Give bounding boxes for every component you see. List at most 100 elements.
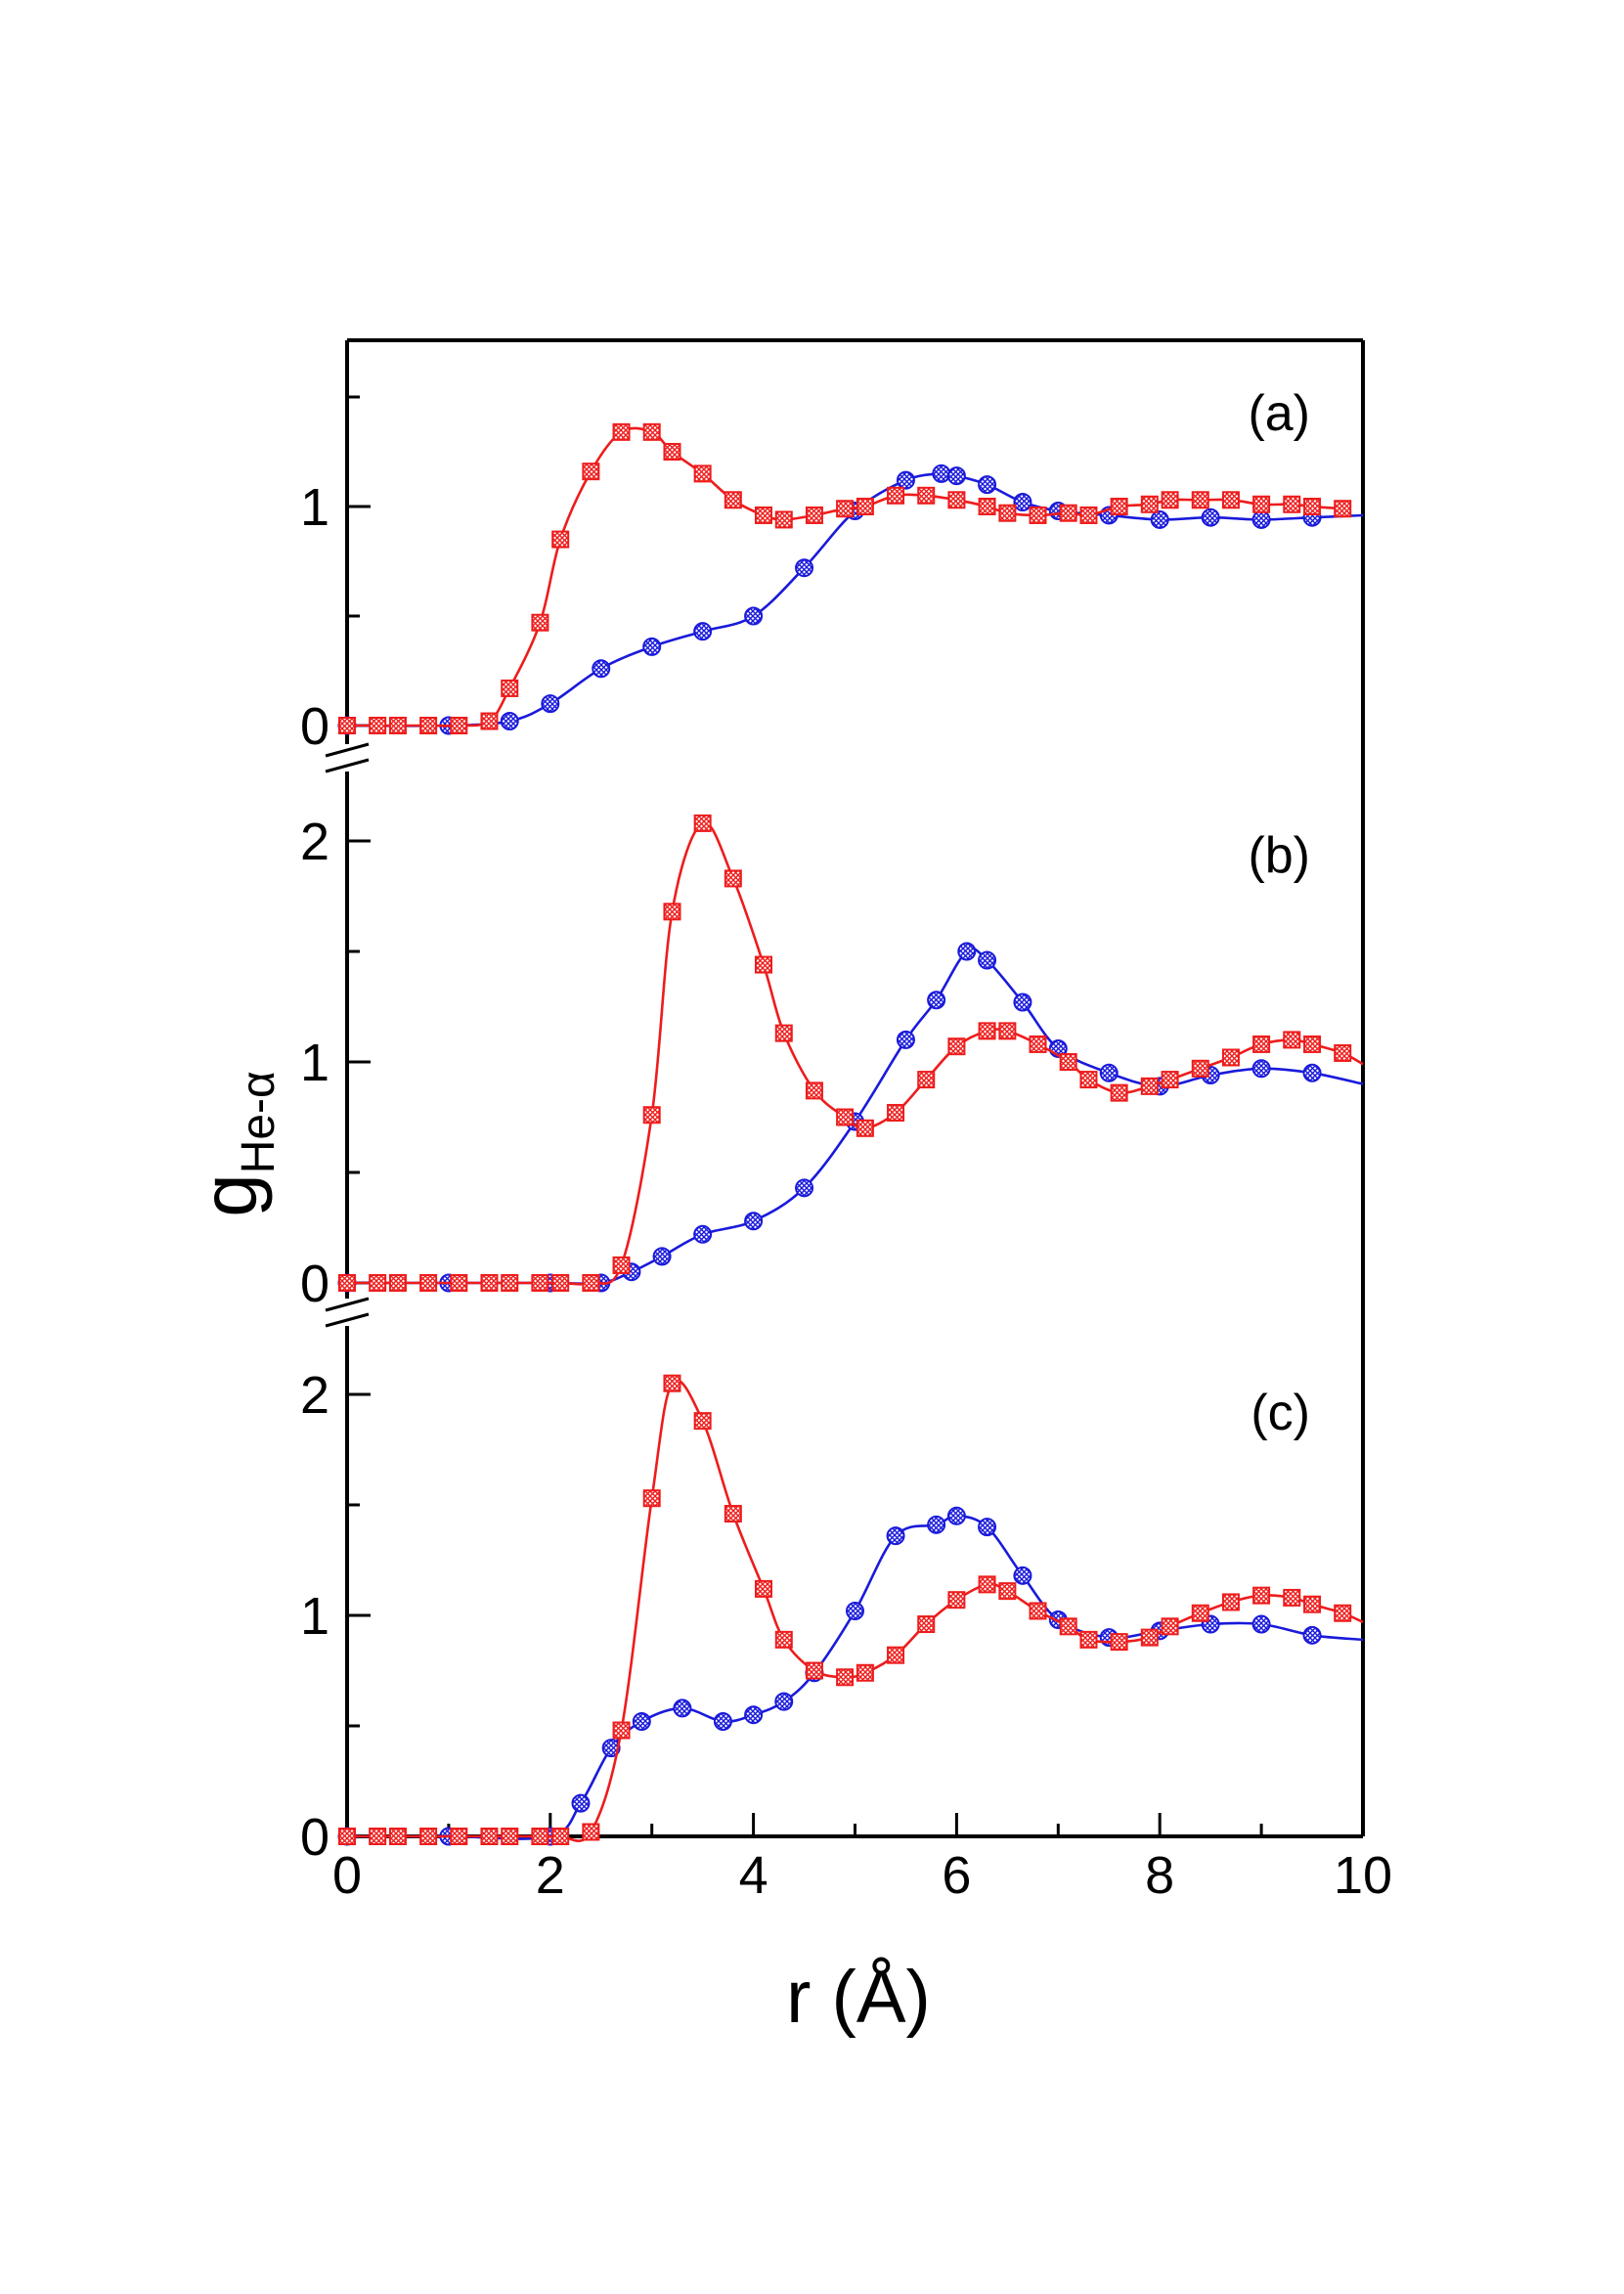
data-point (1140, 495, 1159, 513)
data-point (480, 1274, 499, 1292)
panel-label: (a) (1248, 385, 1310, 442)
data-point (388, 1274, 407, 1292)
data-point (978, 1575, 996, 1594)
data-point (754, 506, 772, 524)
data-point (663, 903, 681, 921)
red-series (338, 1374, 1364, 1845)
series-line (347, 1379, 1364, 1842)
data-point (724, 869, 742, 888)
data-point (1302, 1625, 1322, 1645)
data-point (1252, 1586, 1271, 1605)
data-point (1251, 1059, 1271, 1079)
data-point (896, 470, 915, 490)
data-point (724, 491, 742, 509)
data-point (1303, 1035, 1322, 1053)
data-point (946, 466, 966, 486)
data-point (886, 1526, 905, 1546)
data-point (1334, 1604, 1352, 1622)
axis-break-mark (325, 742, 370, 758)
data-point (978, 950, 997, 970)
data-point (774, 1630, 793, 1649)
data-point (805, 1661, 823, 1680)
y-tick-label: 0 (300, 697, 329, 756)
data-point (896, 1030, 915, 1049)
data-point (1150, 509, 1169, 529)
data-point (1161, 491, 1179, 509)
data-point (1059, 504, 1077, 522)
data-point (480, 1828, 499, 1845)
data-point (369, 717, 387, 734)
x-tick-label: 8 (1145, 1846, 1174, 1905)
data-point (419, 1828, 438, 1845)
x-tick-label: 4 (739, 1846, 768, 1905)
x-tick-label: 10 (1334, 1846, 1392, 1905)
data-point (946, 1506, 966, 1525)
x-tick-label: 2 (536, 1846, 565, 1905)
data-point (947, 491, 966, 509)
data-point (1029, 1035, 1047, 1053)
y-axis-title-main: g (186, 1173, 273, 1217)
data-point (642, 1106, 661, 1125)
data-point (642, 637, 662, 656)
data-point (1161, 1071, 1179, 1089)
y-tick-label: 1 (300, 1034, 329, 1092)
data-point (551, 1274, 570, 1292)
data-point (927, 991, 946, 1010)
data-point (724, 1505, 742, 1523)
axis-break-mark (325, 1297, 370, 1312)
data-point (1029, 1602, 1047, 1620)
data-point (1283, 1031, 1301, 1049)
plot-area: 0 2 4 6 8 10 0 1 (a) 0 1 2 (b) 0 1 2 (c) (300, 338, 1392, 1905)
data-point (1334, 500, 1352, 518)
data-point (582, 1274, 600, 1292)
data-point (501, 1828, 519, 1845)
data-point (338, 1274, 356, 1292)
data-point (856, 1119, 874, 1137)
data-point (369, 1274, 387, 1292)
data-point (693, 1224, 713, 1244)
data-point (774, 1692, 794, 1711)
data-point (369, 1828, 387, 1845)
data-point (1221, 491, 1240, 509)
data-point (551, 530, 570, 549)
panel-c: 0 1 2 (c) (300, 1366, 1364, 1867)
data-point (1079, 506, 1098, 524)
data-point (978, 1022, 996, 1040)
data-point (1099, 1063, 1119, 1082)
y-tick-label: 1 (300, 1587, 329, 1646)
data-point (754, 1579, 772, 1598)
data-point (1221, 1593, 1240, 1611)
data-point (917, 1615, 936, 1634)
data-point (887, 486, 905, 505)
data-point (601, 1739, 621, 1758)
data-point (1161, 1617, 1179, 1636)
data-point (917, 486, 936, 505)
data-point (1140, 1077, 1159, 1095)
data-point (1302, 1063, 1322, 1082)
panel-b: 0 1 2 (b) (300, 813, 1364, 1313)
data-point (836, 500, 855, 518)
data-point (693, 622, 713, 641)
axis-break-mark (325, 1312, 370, 1328)
axis-break-gap (326, 744, 369, 772)
data-point (592, 659, 611, 679)
data-point (419, 717, 438, 734)
data-point (1334, 1043, 1352, 1062)
data-point (932, 463, 951, 483)
red-series (338, 422, 1352, 734)
data-point (1303, 1595, 1322, 1613)
data-point (1191, 491, 1209, 509)
axis-break-gap (326, 1299, 369, 1326)
data-point (652, 1247, 672, 1266)
data-point (1110, 1083, 1128, 1102)
y-tick-label: 1 (300, 478, 329, 537)
y-axis-title-subscript: He-α (233, 1071, 285, 1173)
data-point (338, 717, 356, 734)
data-point (795, 558, 814, 578)
data-point (673, 1698, 692, 1718)
data-point (500, 712, 519, 731)
data-point (450, 717, 468, 734)
data-point (642, 422, 661, 441)
data-point (1110, 498, 1128, 515)
data-point (805, 1081, 823, 1100)
